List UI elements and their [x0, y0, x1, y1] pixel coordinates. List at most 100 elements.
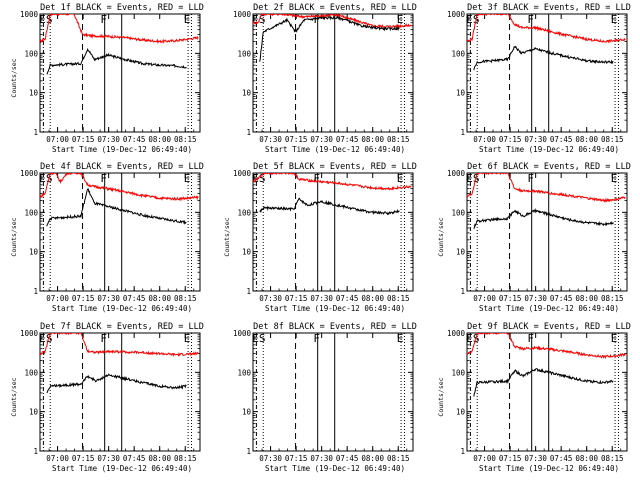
series-lld-line — [40, 14, 199, 45]
x-tick-label: 07:30 — [259, 454, 282, 463]
panel-det-9: Det 9f BLACK = Events, RED = LLD 1 10 100 10… — [437, 322, 631, 473]
y-tick-label: 1000 — [447, 169, 466, 178]
x-tick-label: 07:15 — [72, 454, 95, 463]
x-tick-label: 08:00 — [361, 454, 384, 463]
x-tick-label: 08:00 — [361, 294, 384, 303]
plot-frame — [252, 172, 414, 292]
panel-det-4: Det 4f BLACK = Events, RED = LLD 1 10 100 10… — [10, 162, 204, 313]
event-marker-label: E — [184, 13, 191, 26]
y-tick-label: 10 — [242, 408, 252, 417]
series-lld-line — [467, 333, 626, 360]
series-events-line — [473, 207, 614, 230]
event-marker-label: E — [611, 172, 618, 185]
panel-title: Det 2f BLACK = Events, RED = LLD — [253, 3, 417, 13]
y-tick-label: 1 — [246, 128, 251, 137]
x-tick-label: 08:15 — [174, 135, 197, 144]
event-marker-label: F — [527, 332, 534, 345]
panel-det-3: Det 3f BLACK = Events, RED = LLD 1 10 100 10… — [447, 3, 631, 154]
y-tick-label: 1 — [33, 128, 38, 137]
y-tick-label: 1 — [33, 447, 38, 456]
plot-frame — [466, 172, 628, 292]
series-lld-line — [253, 14, 412, 29]
y-tick-label: 100 — [237, 49, 251, 58]
y-tick-label: 100 — [237, 208, 251, 217]
event-marker-label: E — [611, 13, 618, 26]
event-marker-label: E — [466, 332, 473, 345]
plot-frame — [466, 332, 628, 452]
series-events-line — [46, 188, 187, 227]
x-tick-label: 08:15 — [601, 135, 624, 144]
series-events-line — [259, 197, 400, 216]
x-tick-label: 07:00 — [46, 294, 69, 303]
x-tick-label: 08:00 — [575, 294, 598, 303]
x-tick-label: 08:00 — [148, 135, 171, 144]
y-tick-label: 10 — [242, 89, 252, 98]
event-marker-label: E — [397, 332, 404, 345]
x-tick-label: 07:15 — [499, 294, 522, 303]
x-tick-label: 07:00 — [473, 454, 496, 463]
event-marker-label: E — [466, 13, 473, 26]
x-tick-label: 07:00 — [473, 294, 496, 303]
series-lld-line — [40, 173, 199, 202]
x-tick-label: 07:30 — [97, 294, 120, 303]
panel-title: Det 4f BLACK = Events, RED = LLD — [40, 162, 204, 172]
y-tick-label: 100 — [24, 208, 38, 217]
series-lld-line — [40, 333, 199, 358]
y-tick-label: 1000 — [20, 10, 39, 19]
event-marker-label: E — [252, 332, 259, 345]
x-tick-label: 07:15 — [499, 454, 522, 463]
panel-title: Det 7f BLACK = Events, RED = LLD — [40, 322, 204, 332]
x-axis-label: Start Time (19-Dec-12 06:49:40) — [265, 464, 405, 473]
event-marker-label: S — [46, 332, 53, 345]
x-axis-label: Start Time (19-Dec-12 06:49:40) — [479, 304, 619, 313]
event-marker-label: E — [252, 172, 259, 185]
x-tick-label: 07:15 — [285, 294, 308, 303]
y-tick-label: 1 — [246, 447, 251, 456]
y-tick-label: 1000 — [233, 329, 252, 338]
x-tick-label: 07:30 — [524, 454, 547, 463]
y-tick-label: 10 — [242, 248, 252, 257]
x-tick-label: 07:30 — [524, 294, 547, 303]
x-tick-label: 07:45 — [550, 135, 573, 144]
x-tick-label: 07:30 — [310, 294, 333, 303]
event-marker-label: F — [313, 13, 320, 26]
y-tick-label: 1 — [246, 287, 251, 296]
x-tick-label: 07:45 — [123, 454, 146, 463]
panel-det-7: Det 7f BLACK = Events, RED = LLD 1 10 100 10… — [10, 322, 204, 473]
x-tick-label: 07:30 — [524, 135, 547, 144]
plot-frame — [39, 332, 201, 452]
plot-frame — [466, 13, 628, 133]
y-tick-label: 10 — [456, 248, 466, 257]
x-tick-label: 08:15 — [601, 454, 624, 463]
event-marker-label: F — [313, 332, 320, 345]
x-tick-label: 07:30 — [97, 135, 120, 144]
x-axis-label: Start Time (19-Dec-12 06:49:40) — [265, 304, 405, 313]
event-marker-label: S — [259, 332, 266, 345]
y-axis-label: Counts/sec — [437, 217, 445, 256]
event-marker-label: F — [313, 172, 320, 185]
event-marker-label: S — [259, 172, 266, 185]
y-axis-label: Counts/sec — [10, 58, 18, 97]
panel-det-1: Det 1f BLACK = Events, RED = LLD 1 10 100 10… — [10, 3, 204, 154]
x-tick-label: 08:00 — [361, 135, 384, 144]
x-axis-label: Start Time (19-Dec-12 06:49:40) — [479, 145, 619, 154]
x-tick-label: 07:45 — [336, 135, 359, 144]
y-tick-label: 1000 — [20, 329, 39, 338]
y-tick-label: 1 — [460, 447, 465, 456]
panel-det-8: Det 8f BLACK = Events, RED = LLD 1 10 100 10… — [233, 322, 417, 473]
x-tick-label: 08:00 — [575, 454, 598, 463]
plot-frame — [252, 332, 414, 452]
series-events-line — [473, 368, 614, 397]
event-marker-label: E — [184, 172, 191, 185]
x-tick-label: 07:15 — [72, 294, 95, 303]
x-tick-label: 07:00 — [46, 135, 69, 144]
x-tick-label: 07:15 — [285, 454, 308, 463]
y-tick-label: 100 — [451, 49, 465, 58]
y-tick-label: 10 — [29, 89, 39, 98]
y-tick-label: 10 — [29, 248, 39, 257]
series-lld-line — [467, 173, 626, 203]
y-tick-label: 100 — [451, 208, 465, 217]
y-axis-label: Counts/sec — [437, 377, 445, 416]
